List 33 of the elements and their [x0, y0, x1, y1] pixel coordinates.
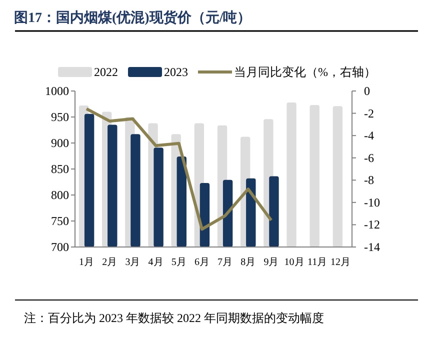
x-tick-label: 4月	[148, 257, 164, 268]
y2-tick-label: -8	[364, 173, 374, 188]
y2-tick-label: -10	[364, 195, 380, 210]
x-tick-label: 12月	[330, 257, 350, 268]
legend-label: 当月同比变化（%，右轴）	[234, 65, 376, 79]
y-tick-label: 800	[51, 188, 69, 202]
y2-tick-label: 0	[364, 84, 370, 98]
y2-tick-label: -14	[364, 240, 380, 254]
y-tick-label: 950	[51, 110, 69, 124]
x-tick-label: 9月	[264, 257, 279, 268]
y2-tick-label: -4	[364, 128, 374, 143]
y-tick-label: 900	[51, 136, 69, 150]
x-tick-label: 7月	[218, 257, 233, 268]
x-tick-label: 11月	[308, 257, 328, 268]
y-tick-label: 700	[51, 240, 69, 254]
y2-tick-label: -2	[364, 106, 374, 120]
chart-title: 图17：国内烟煤(优混)现货价（元/吨）	[14, 10, 252, 26]
line-series	[85, 107, 273, 231]
x-tick-label: 8月	[240, 257, 256, 268]
x-tick-label: 3月	[125, 257, 140, 268]
x-tick-label: 10月	[284, 257, 304, 268]
y-tick-label: 850	[51, 162, 69, 176]
y2-tick-label: -12	[364, 218, 380, 232]
legend-label: 2022	[94, 65, 118, 79]
y-tick-label: 1000	[45, 84, 69, 98]
x-tick-label: 6月	[194, 257, 210, 268]
y-tick-label: 750	[51, 214, 69, 228]
x-tick-label: 5月	[171, 257, 186, 268]
x-tick-label: 2月	[102, 257, 118, 268]
y2-tick-label: -6	[364, 150, 374, 165]
legend-label: 2023	[164, 65, 188, 79]
x-tick-label: 1月	[79, 257, 94, 268]
text: 注：百分比为 2023 年数据较 2022 年同期数据的变动幅度	[24, 311, 324, 325]
